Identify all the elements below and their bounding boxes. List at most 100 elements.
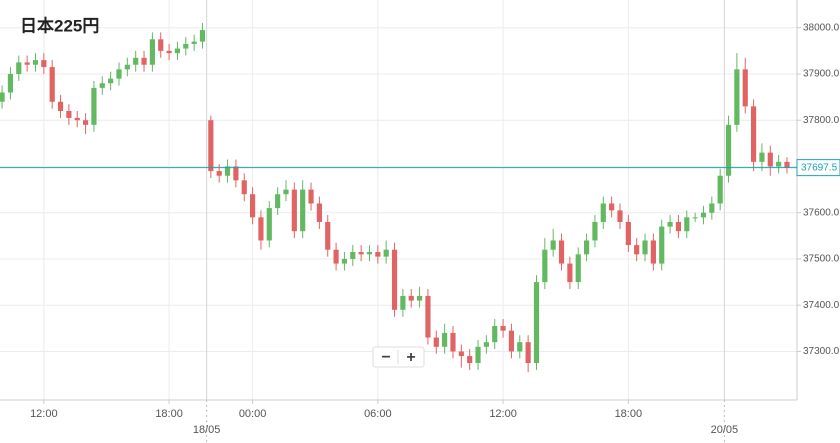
candle-body bbox=[199, 30, 206, 42]
y-tick-label: 37600.0 bbox=[803, 207, 840, 218]
candle-body bbox=[32, 60, 39, 65]
candle-body bbox=[166, 50, 172, 54]
candle-body bbox=[116, 69, 122, 79]
chart-title: 日本225円 bbox=[20, 15, 99, 35]
candle-body bbox=[308, 189, 314, 204]
candle-body bbox=[776, 161, 782, 167]
x-tick-label: 12:00 bbox=[30, 408, 58, 420]
y-tick-label: 38000.0 bbox=[803, 22, 840, 33]
candle-body bbox=[49, 67, 55, 102]
candle-body bbox=[108, 78, 114, 84]
candle-body bbox=[316, 203, 322, 222]
x-tick-label: 00:00 bbox=[239, 408, 267, 420]
candle-body bbox=[475, 346, 481, 364]
candle-body bbox=[442, 332, 448, 347]
candle-body bbox=[433, 337, 439, 347]
candle-body bbox=[91, 87, 97, 125]
y-tick-label: 37400.0 bbox=[803, 300, 840, 311]
candle-body bbox=[625, 221, 631, 246]
candle-body bbox=[74, 117, 80, 121]
candles bbox=[0, 23, 790, 373]
candle-body bbox=[350, 252, 356, 259]
candle-body bbox=[734, 69, 740, 125]
candle-body bbox=[483, 342, 489, 347]
candle-body bbox=[341, 258, 348, 264]
y-tick-label: 37800.0 bbox=[803, 115, 840, 126]
candle-body bbox=[617, 210, 623, 222]
candle-body bbox=[759, 152, 765, 162]
candle-body bbox=[659, 226, 665, 264]
candle-body bbox=[7, 73, 14, 93]
candle-body bbox=[742, 69, 748, 107]
candle-body bbox=[675, 221, 682, 232]
candle-body bbox=[325, 221, 331, 250]
candle-body bbox=[750, 106, 757, 162]
candle-body bbox=[567, 263, 573, 283]
x-tick-label: 06:00 bbox=[364, 408, 392, 420]
y-tick-label: 37500.0 bbox=[803, 254, 840, 265]
zoom-control: − + bbox=[372, 346, 425, 368]
candle-body bbox=[600, 203, 606, 222]
candle-body bbox=[41, 60, 47, 68]
candle-body bbox=[592, 221, 598, 241]
candle-body bbox=[216, 171, 222, 176]
candle-body bbox=[124, 64, 130, 70]
candle-body bbox=[0, 92, 5, 102]
zoom-out[interactable]: − bbox=[381, 349, 390, 366]
candle-body bbox=[366, 252, 373, 255]
candle-body bbox=[542, 249, 548, 283]
candle-body bbox=[458, 351, 464, 357]
candle-body bbox=[291, 189, 297, 232]
candle-body bbox=[725, 124, 732, 176]
candle-body bbox=[275, 194, 281, 209]
candle-body bbox=[709, 203, 715, 213]
zoom-in[interactable]: + bbox=[406, 349, 415, 366]
candle-body bbox=[508, 330, 515, 352]
candle-body bbox=[383, 249, 389, 257]
candle-body bbox=[575, 254, 581, 283]
candle-body bbox=[700, 212, 707, 218]
x-tick-label: 12:00 bbox=[489, 408, 517, 420]
candle-body bbox=[634, 245, 640, 255]
candle-body bbox=[141, 57, 147, 65]
candle-body bbox=[57, 101, 64, 111]
candle-body bbox=[784, 161, 790, 168]
candle-body bbox=[224, 166, 231, 176]
date-label: 20/05 bbox=[711, 424, 739, 436]
candle-body bbox=[266, 208, 272, 241]
candle-body bbox=[416, 295, 423, 301]
candle-body bbox=[642, 240, 648, 255]
candle-body bbox=[650, 240, 656, 264]
candle-body bbox=[249, 194, 256, 218]
candle-body bbox=[82, 120, 89, 125]
candle-body bbox=[16, 62, 22, 74]
candle-body bbox=[233, 166, 239, 181]
x-tick-label: 18:00 bbox=[155, 408, 183, 420]
candle-body bbox=[425, 295, 431, 338]
x-tick-label: 18:00 bbox=[615, 408, 643, 420]
candle-body bbox=[517, 342, 523, 352]
candle-body bbox=[583, 240, 590, 255]
candle-body bbox=[525, 342, 531, 364]
candle-body bbox=[333, 249, 339, 264]
candle-body bbox=[767, 152, 773, 167]
candle-body bbox=[300, 189, 306, 232]
candle-body bbox=[400, 295, 406, 310]
last-price-label: 37697.5 bbox=[801, 162, 838, 173]
candle-body bbox=[149, 39, 155, 65]
candle-body bbox=[550, 240, 556, 250]
candle-body bbox=[283, 189, 289, 195]
candle-body bbox=[208, 120, 214, 172]
candle-body bbox=[684, 217, 690, 232]
candle-body bbox=[558, 240, 565, 264]
candle-body bbox=[450, 332, 456, 352]
candle-body bbox=[375, 252, 381, 257]
candle-body bbox=[533, 282, 540, 364]
candle-body bbox=[609, 203, 615, 211]
candle-body bbox=[191, 41, 197, 44]
candle-body bbox=[174, 48, 181, 54]
candle-body bbox=[24, 62, 30, 65]
candle-body bbox=[258, 217, 264, 241]
candle-body bbox=[133, 57, 139, 65]
